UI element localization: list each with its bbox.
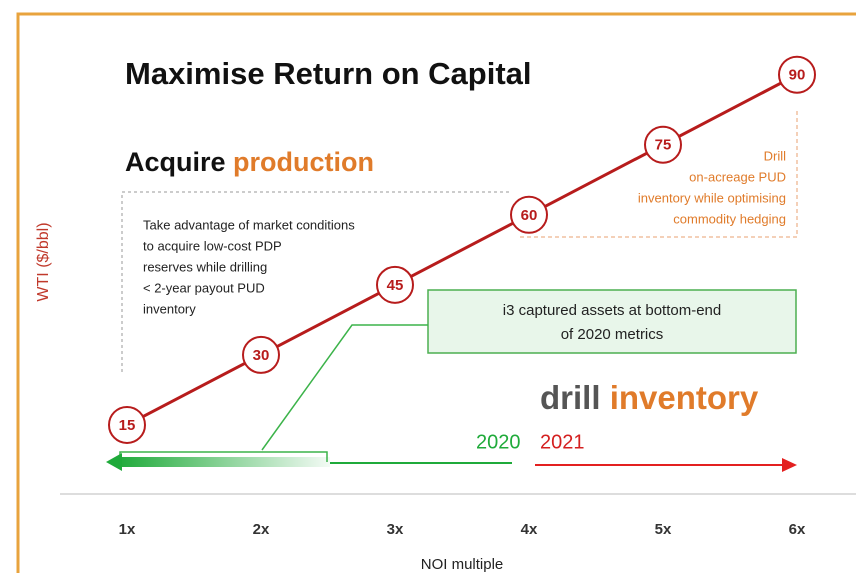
arrow-2021-head: [782, 458, 797, 472]
captured-note-line: of 2020 metrics: [561, 326, 664, 343]
acquire-note-line: inventory: [143, 301, 196, 316]
frame: [16, 12, 856, 573]
x-tick-label: 4x: [521, 521, 538, 538]
subtitle-word: Acquire: [125, 147, 226, 177]
captured-note-line: i3 captured assets at bottom-end: [503, 302, 721, 319]
data-label: 90: [789, 67, 806, 84]
subtitle: Acquire production: [125, 147, 374, 177]
drill-note-line: Drill: [764, 148, 786, 163]
drill-inventory: drill inventory: [540, 379, 759, 416]
acquire-note-line: to acquire low-cost PDP: [143, 238, 282, 253]
y-axis-label: WTI ($/bbl): [35, 222, 52, 301]
x-tick-label: 6x: [789, 521, 806, 538]
drill-note-line: commodity hedging: [673, 211, 786, 226]
data-point: [376, 265, 414, 304]
x-tick-label: 1x: [119, 521, 136, 538]
data-label: 15: [119, 417, 136, 434]
drill-note-line: inventory while optimising: [638, 190, 786, 205]
x-tick-label: 5x: [655, 521, 672, 538]
x-tick-label: 3x: [387, 521, 404, 538]
drill-note-line: on-acreage PUD: [689, 169, 786, 184]
data-point: [510, 195, 548, 234]
data-point: [644, 125, 682, 164]
chart-title: Maximise Return on Capital: [125, 56, 532, 91]
acquire-note-line: Take advantage of market conditions: [143, 217, 355, 232]
data-label: 60: [521, 207, 538, 224]
acquire-note-line: reserves while drilling: [143, 259, 267, 274]
data-point: [778, 55, 816, 94]
data-line: [126, 73, 798, 427]
arrow-2020-body: [118, 457, 330, 467]
acquire-note-line: < 2-year payout PUD: [143, 280, 265, 295]
data-point: [242, 335, 280, 374]
drill-word: drill: [540, 379, 601, 416]
data-label: 30: [253, 347, 270, 364]
acquire-box: [121, 191, 512, 372]
x-axis-label: NOI multiple: [421, 556, 504, 573]
year-2021: 2021: [540, 431, 585, 453]
subtitle-word: production: [233, 147, 374, 177]
drill-box: [520, 110, 798, 238]
x-tick-label: 2x: [253, 521, 270, 538]
inventory-word: inventory: [610, 379, 759, 416]
data-point: [108, 405, 146, 444]
arrow-2020-head: [106, 453, 122, 471]
year-2020: 2020: [476, 431, 521, 453]
data-label: 75: [655, 137, 672, 154]
captured-box: [427, 289, 797, 354]
data-label: 45: [387, 277, 404, 294]
connector: [261, 324, 428, 451]
